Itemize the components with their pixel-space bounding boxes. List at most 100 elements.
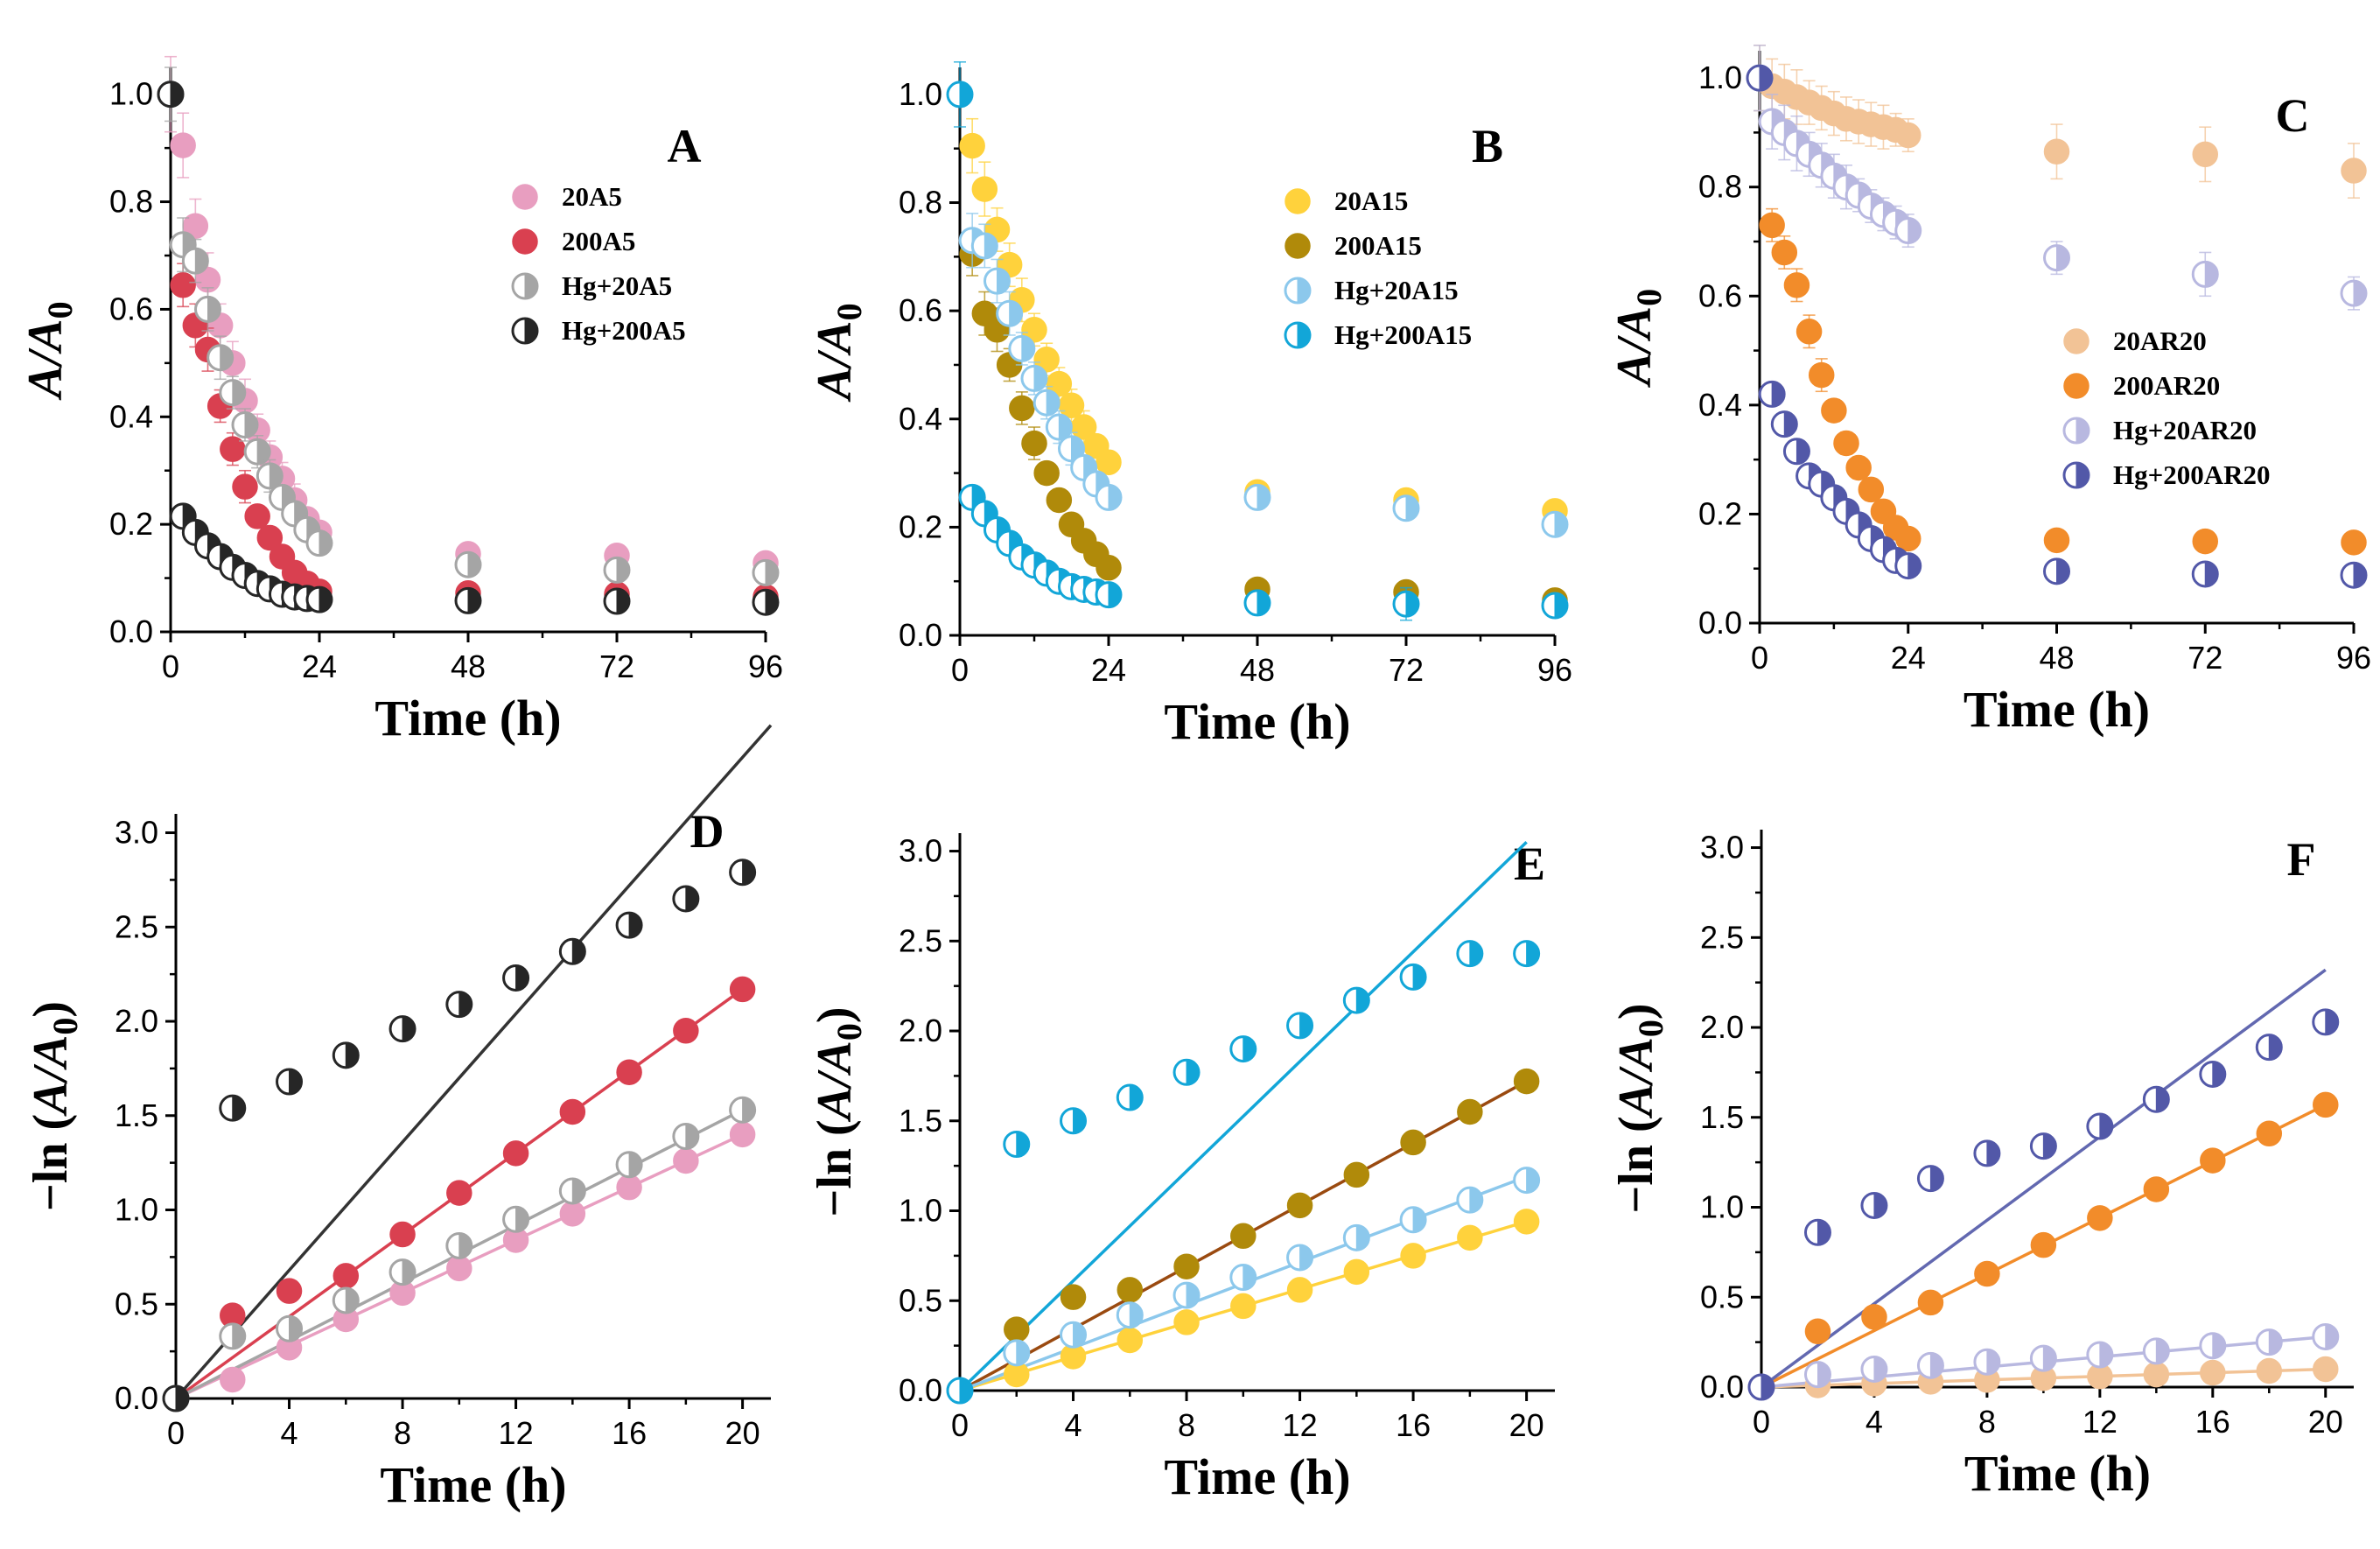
- data-point: [1974, 1260, 2000, 1287]
- data-point: [1759, 212, 1785, 239]
- data-point: [1343, 1258, 1370, 1286]
- y-tick-label: 0.2: [1698, 495, 1742, 531]
- data-point: [1804, 1318, 1831, 1345]
- x-tick-label: 4: [1065, 1407, 1082, 1443]
- x-axis-label: Time (h): [380, 1456, 566, 1513]
- data-point: [388, 1015, 416, 1043]
- data-point: [305, 585, 333, 613]
- legend-marker: [2063, 373, 2090, 399]
- series-20a5: [163, 1121, 756, 1412]
- data-point: [1096, 554, 1122, 581]
- data-point: [170, 132, 196, 158]
- legend-marker: [511, 272, 539, 300]
- legend-marker: [2062, 417, 2090, 445]
- y-tick-label: 2.0: [1700, 1009, 1744, 1045]
- panel-a: 0 24 48 72 96 0.0 0.2 0.4 0.6 0.8 1.0 Time (h) A/A0 A…: [18, 55, 783, 746]
- data-point: [1833, 430, 1859, 457]
- y-tick-label: 1.5: [899, 1103, 942, 1139]
- data-point: [1821, 397, 1847, 424]
- series-20a15: [947, 1209, 1540, 1404]
- data-point: [1229, 1264, 1257, 1292]
- data-point: [752, 588, 780, 616]
- legend-label: 20A5: [562, 181, 622, 212]
- data-point: [729, 976, 756, 1003]
- data-point: [1058, 435, 1085, 463]
- data-point: [1513, 1068, 1540, 1095]
- data-point: [616, 1059, 642, 1085]
- x-tick-label: 4: [281, 1415, 298, 1451]
- y-tick-label: 0.2: [109, 506, 153, 542]
- legend-marker: [1284, 277, 1312, 305]
- data-point: [2143, 1176, 2170, 1202]
- y-tick-label: 2.0: [899, 1013, 942, 1048]
- data-point: [454, 586, 482, 614]
- legend-marker: [511, 317, 539, 345]
- series-200ar20: [1748, 1091, 2339, 1400]
- x-tick-label: 72: [2188, 640, 2222, 676]
- data-point: [454, 550, 482, 578]
- data-point: [1286, 1192, 1313, 1219]
- x-axis-label: Time (h): [374, 690, 561, 746]
- series-hg-200a15: [946, 940, 1541, 1405]
- data-point: [1973, 1348, 2001, 1376]
- data-point: [1116, 1301, 1144, 1329]
- data-point: [2199, 1060, 2227, 1088]
- data-point: [1770, 410, 1798, 438]
- data-point: [1286, 1012, 1314, 1040]
- data-point: [2192, 528, 2218, 555]
- data-point: [1060, 1321, 1088, 1349]
- data-point: [1541, 592, 1569, 620]
- y-tick-label: 2.0: [115, 1003, 158, 1039]
- x-tick-label: 4: [1866, 1404, 1883, 1440]
- data-point: [1808, 361, 1835, 389]
- data-point: [502, 1205, 530, 1233]
- data-point: [1033, 347, 1060, 373]
- x-axis-label: Time (h): [1964, 681, 2150, 738]
- data-point: [219, 379, 247, 407]
- x-tick-label: 24: [1091, 652, 1126, 688]
- data-point: [1845, 454, 1872, 481]
- data-point: [2029, 1344, 2057, 1372]
- y-axis-label: A/A0: [1607, 289, 1669, 388]
- data-point: [1020, 364, 1048, 392]
- data-point: [220, 1366, 246, 1393]
- data-point: [946, 81, 974, 109]
- data-point: [1116, 1327, 1144, 1354]
- x-tick-label: 8: [394, 1415, 411, 1451]
- y-axis-label: A/A0: [808, 303, 869, 402]
- y-tick-label: 0.5: [1700, 1279, 1744, 1314]
- x-tick-label: 0: [1753, 1404, 1770, 1440]
- data-point: [1400, 1243, 1426, 1269]
- data-point: [2313, 1091, 2339, 1118]
- x-tick-label: 16: [612, 1415, 647, 1451]
- y-tick-label: 0.0: [109, 613, 153, 649]
- legend-label: 200A5: [562, 226, 635, 256]
- y-tick-label: 0.0: [899, 617, 942, 653]
- data-point: [1116, 1277, 1144, 1303]
- data-point: [276, 1314, 304, 1342]
- data-point: [1399, 963, 1427, 991]
- series-200ar20: [1759, 207, 2367, 556]
- data-point: [971, 176, 998, 202]
- panel-label: D: [690, 805, 724, 858]
- x-tick-label: 12: [2082, 1404, 2118, 1440]
- data-point: [194, 295, 221, 323]
- data-point: [2043, 527, 2070, 554]
- data-point: [445, 991, 473, 1019]
- y-tick-label: 0.0: [899, 1372, 942, 1408]
- data-point: [2256, 1357, 2283, 1384]
- x-tick-label: 72: [599, 648, 634, 684]
- data-point: [1060, 1284, 1087, 1310]
- data-point: [2143, 1361, 2170, 1388]
- data-point: [445, 1231, 473, 1259]
- data-point: [1513, 940, 1541, 968]
- data-point: [1046, 370, 1073, 397]
- data-point: [2142, 1085, 2170, 1113]
- x-tick-label: 96: [1537, 652, 1572, 688]
- y-tick-label: 2.5: [1700, 919, 1744, 955]
- legend-label: Hg+20AR20: [2113, 415, 2257, 445]
- y-tick-label: 0.5: [899, 1282, 942, 1318]
- legend-label: 200A15: [1334, 230, 1422, 261]
- y-tick-label: 3.0: [899, 833, 942, 869]
- y-tick-label: 2.5: [115, 908, 158, 944]
